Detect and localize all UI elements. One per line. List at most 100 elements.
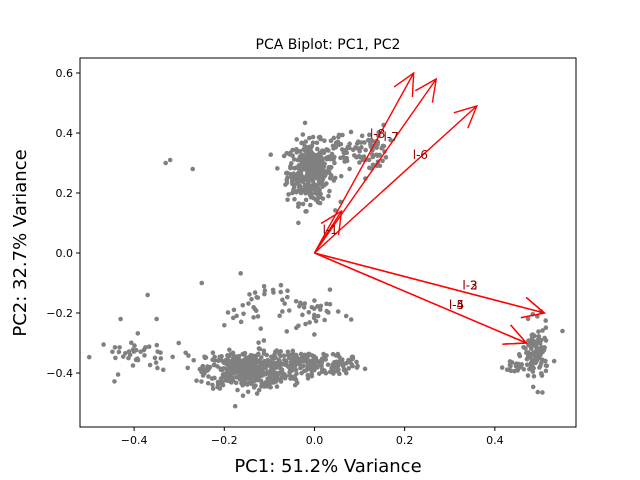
data-point bbox=[531, 333, 536, 338]
data-point bbox=[297, 171, 303, 176]
data-point bbox=[337, 354, 342, 360]
data-point bbox=[347, 141, 352, 147]
data-point bbox=[538, 348, 543, 354]
data-point bbox=[261, 382, 266, 387]
data-point bbox=[302, 186, 308, 192]
data-point bbox=[298, 300, 303, 306]
y-axis-ticks: −0.4 −0.2 0.0 0.2 0.4 0.6 bbox=[46, 67, 80, 380]
data-point bbox=[118, 316, 123, 322]
data-point bbox=[544, 363, 550, 369]
data-point bbox=[223, 357, 229, 363]
data-point bbox=[206, 374, 211, 379]
data-point bbox=[292, 196, 297, 202]
data-point bbox=[508, 368, 514, 374]
data-point bbox=[332, 154, 337, 160]
data-point bbox=[335, 309, 341, 314]
data-point bbox=[254, 391, 260, 396]
data-point bbox=[310, 179, 316, 185]
x-tick-label: 0.2 bbox=[396, 434, 414, 447]
data-point bbox=[132, 343, 137, 348]
data-point bbox=[183, 350, 188, 356]
data-point bbox=[261, 283, 267, 289]
data-point bbox=[294, 371, 299, 376]
data-point bbox=[230, 350, 236, 356]
data-point bbox=[319, 157, 325, 163]
data-point bbox=[235, 387, 240, 393]
data-point bbox=[278, 289, 284, 295]
data-point bbox=[199, 379, 204, 384]
data-point bbox=[283, 373, 289, 379]
data-point bbox=[241, 311, 246, 317]
data-point bbox=[326, 193, 331, 199]
data-point bbox=[324, 301, 329, 307]
data-point bbox=[254, 294, 260, 300]
data-point bbox=[528, 362, 533, 367]
data-point bbox=[190, 166, 196, 172]
data-point bbox=[113, 355, 118, 361]
data-point bbox=[283, 170, 289, 176]
data-point bbox=[327, 188, 332, 194]
data-point bbox=[348, 317, 354, 322]
data-point bbox=[310, 140, 316, 145]
data-point bbox=[319, 173, 325, 179]
data-point bbox=[215, 384, 220, 390]
data-point bbox=[86, 354, 92, 360]
data-point bbox=[210, 350, 216, 356]
data-point bbox=[516, 352, 522, 357]
data-point bbox=[379, 145, 384, 151]
x-tick-label: 0.4 bbox=[486, 434, 504, 447]
data-point bbox=[278, 370, 284, 375]
data-point bbox=[362, 140, 367, 145]
data-point bbox=[338, 141, 344, 147]
data-point bbox=[143, 345, 148, 350]
data-point bbox=[305, 172, 311, 178]
data-point bbox=[355, 139, 361, 144]
data-point bbox=[331, 135, 337, 141]
data-point bbox=[154, 342, 160, 348]
data-point bbox=[259, 361, 264, 366]
data-point bbox=[308, 202, 313, 208]
data-point bbox=[301, 358, 307, 364]
x-tick-label: 0.0 bbox=[306, 434, 324, 447]
data-point bbox=[220, 372, 226, 378]
data-point bbox=[366, 157, 372, 163]
data-point bbox=[123, 350, 128, 356]
data-point bbox=[155, 349, 160, 354]
data-point bbox=[377, 152, 382, 158]
data-point bbox=[327, 154, 333, 160]
data-point bbox=[287, 370, 292, 375]
x-tick-label: −0.4 bbox=[121, 434, 148, 447]
data-point bbox=[324, 147, 329, 152]
data-point bbox=[227, 347, 232, 353]
y-axis-label: PC2: 32.7% Variance bbox=[10, 149, 31, 336]
data-point bbox=[339, 147, 345, 152]
data-point bbox=[303, 147, 308, 153]
chart-title: PCA Biplot: PC1, PC2 bbox=[256, 37, 401, 53]
data-point bbox=[228, 379, 234, 385]
data-point bbox=[314, 140, 320, 146]
data-point bbox=[312, 298, 317, 303]
data-point bbox=[285, 288, 290, 294]
y-tick-label: 0.0 bbox=[56, 247, 74, 260]
data-point bbox=[332, 160, 337, 166]
data-point bbox=[528, 342, 534, 348]
data-point bbox=[535, 337, 541, 342]
data-point bbox=[337, 371, 342, 377]
y-tick-label: 0.4 bbox=[56, 127, 74, 140]
data-point bbox=[336, 132, 342, 138]
data-point bbox=[233, 380, 239, 386]
data-point bbox=[228, 367, 234, 372]
data-point bbox=[301, 353, 306, 359]
data-point bbox=[146, 344, 152, 349]
data-point bbox=[110, 349, 115, 355]
data-point bbox=[275, 373, 280, 378]
data-point bbox=[343, 361, 349, 366]
data-point bbox=[540, 328, 545, 333]
data-point bbox=[142, 353, 147, 358]
data-point bbox=[343, 313, 349, 319]
data-point bbox=[531, 373, 537, 379]
data-point bbox=[191, 357, 197, 363]
data-point bbox=[291, 187, 296, 193]
data-point bbox=[210, 382, 215, 388]
data-point bbox=[167, 157, 173, 163]
